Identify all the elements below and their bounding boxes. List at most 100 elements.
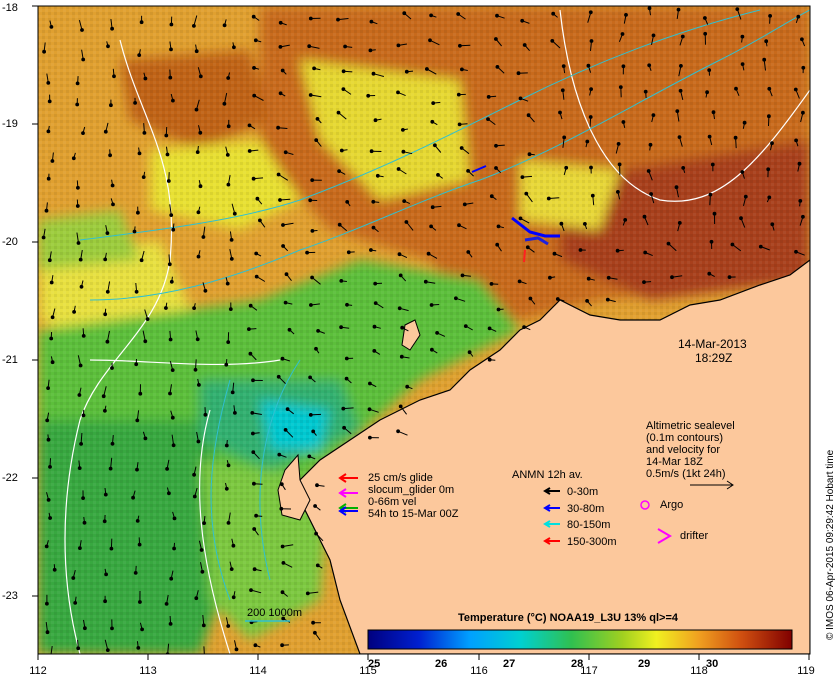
current-vector-head [198,184,203,189]
current-vector-head [315,483,319,488]
current-vector-head [45,418,50,423]
current-vector-head [165,467,170,471]
current-vector-head [281,616,286,621]
current-vector-head [310,229,315,233]
current-vector-head [643,250,648,255]
current-vector-head [768,14,772,18]
current-vector-head [457,122,462,127]
current-vector-head [375,173,380,178]
current-vector-head [169,213,174,218]
current-vector-head [133,571,138,575]
current-vector-head [727,275,732,280]
current-vector-head [49,25,54,29]
current-vector-head [232,45,236,50]
current-vector-head [78,546,82,550]
current-vector-head [108,153,112,158]
current-vector-head [309,303,313,307]
current-vector-head [583,222,587,226]
current-vector-head [42,49,46,54]
current-vector-head [46,81,51,85]
current-vector-head [308,93,313,97]
current-vector-head [308,375,313,380]
current-vector-head [495,13,499,18]
current-vector-head [251,431,255,436]
current-vector-head [680,34,685,39]
current-vector-head [555,297,560,301]
current-vector-head [135,467,139,472]
current-vector-head [339,148,344,153]
current-vector-head [764,39,769,44]
current-vector-head [76,185,80,190]
current-vector-head [675,109,680,113]
current-vector-head [522,325,526,330]
current-vector-head [81,496,85,501]
current-vector-head [589,87,593,91]
current-vector-head [526,113,531,118]
current-vector-head [280,544,285,549]
glider-legend-arrows [338,473,358,516]
current-vector-head [170,415,175,420]
current-vector-head [281,223,285,227]
glider-track [471,165,560,263]
current-vector-head [80,28,84,32]
current-vector-head [730,242,735,247]
current-vector-head [171,98,175,103]
current-vector-head [278,45,283,49]
current-vector-head [109,103,113,108]
current-vector-head [138,391,143,396]
current-vector-head [276,125,281,130]
current-vector-head [229,567,234,571]
current-vector-head [703,16,707,20]
current-vector-head [794,138,798,143]
current-vector-head [369,19,374,24]
current-vector-head [518,96,523,101]
current-vector-head [166,179,171,183]
current-vector-head [801,214,805,219]
current-vector-head [343,44,348,49]
current-vector-head [78,363,83,368]
current-vector-head [456,92,461,97]
sealevel-contours [64,9,810,654]
current-vector-head [616,190,620,194]
current-vector-head [170,368,175,373]
current-vector-head [250,411,255,415]
current-vector-head [425,67,429,71]
current-vector-head [562,135,567,140]
current-vector-head [280,356,285,361]
current-vector-head [454,296,458,301]
current-vector-head [75,81,80,86]
current-vector-head [558,110,562,115]
current-vector-head [46,386,50,391]
current-vector-head [402,199,407,204]
current-vector-head [254,513,259,518]
current-vector-head [226,340,231,345]
current-vector-head [79,284,84,289]
current-vector-head [233,411,237,415]
current-vector-head [254,251,259,256]
current-vector-head [307,454,312,459]
current-vector-head [110,626,114,631]
current-vector-head [766,167,771,172]
current-vector-head [226,124,231,129]
current-vector-head [281,561,286,565]
current-vector-head [708,192,713,197]
bathymetry-contours [79,9,810,601]
current-vector-head [143,339,148,344]
current-vector-head [344,376,349,381]
current-vector-head [222,101,227,106]
current-vector-head [280,643,285,648]
current-vector-head [283,300,288,305]
y-tick: -19 [2,118,18,130]
current-vector-head [172,516,177,521]
altimetry-legend-line: 0.5m/s (1kt 24h) [646,468,726,480]
current-vector-head [201,623,206,628]
current-vector-head [283,150,288,155]
current-vector-head [336,110,341,115]
current-vector-head [136,210,140,215]
current-vector-head [192,24,196,28]
current-vector-head [195,337,200,342]
axis-ticks [32,5,810,660]
current-vector-head [138,600,142,604]
current-vector-head [71,156,76,161]
current-vector-head [226,182,231,187]
